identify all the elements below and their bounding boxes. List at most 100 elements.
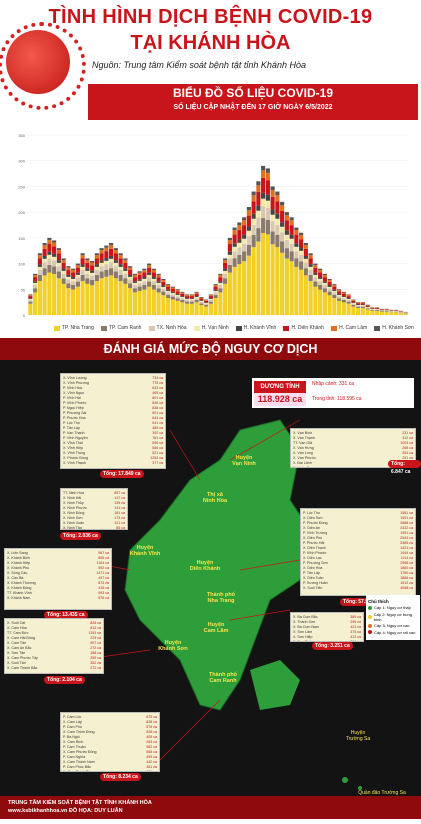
- title-line1: TÌNH HÌNH DỊCH BỆNH COVID-19: [0, 6, 421, 29]
- bar-segment: [252, 192, 256, 196]
- bar-segment: [71, 270, 75, 272]
- bar-segment: [114, 272, 118, 279]
- bar-segment: [351, 305, 355, 307]
- bar-segment: [43, 256, 47, 259]
- bar-segment: [176, 298, 180, 301]
- bar-segment: [66, 268, 70, 270]
- bar-segment: [71, 290, 75, 315]
- commune-name: X. Cam Thịnh Tây: [63, 770, 92, 772]
- bar-segment: [109, 259, 113, 263]
- bar-segment: [119, 253, 123, 255]
- bar-segment: [351, 307, 355, 315]
- bar-segment: [157, 281, 161, 283]
- bar-segment: [323, 292, 327, 315]
- bar-segment: [256, 241, 260, 315]
- y-tick-label: 0: [23, 313, 26, 318]
- bar-segment: [76, 268, 80, 273]
- bar-segment: [128, 279, 132, 283]
- bar-segment: [90, 271, 94, 273]
- bar-segment: [100, 263, 104, 266]
- bar-segment: [38, 255, 42, 258]
- bar-segment: [166, 287, 170, 290]
- bar-segment: [280, 222, 284, 227]
- bar-segment: [332, 290, 336, 291]
- bar-segment: [266, 180, 270, 195]
- bar-segment: [119, 264, 123, 266]
- bar-segment: [33, 285, 37, 288]
- bar-segment: [47, 255, 51, 259]
- bar-segment: [185, 296, 189, 298]
- bar-segment: [157, 275, 161, 277]
- bar-segment: [195, 302, 199, 315]
- bar-segment: [247, 207, 251, 210]
- ninh-hoa-total: Tổng: 2.036 ca: [60, 532, 101, 540]
- bar-segment: [356, 303, 360, 304]
- bar-segment: [71, 281, 75, 285]
- bar-segment: [123, 284, 127, 315]
- bar-segment: [76, 273, 80, 275]
- bar-segment: [142, 290, 146, 315]
- bar-segment: [275, 214, 279, 219]
- bar-segment: [109, 256, 113, 259]
- bar-segment: [228, 252, 232, 255]
- bar-segment: [294, 230, 298, 234]
- bar-segment: [389, 310, 393, 311]
- bar-segment: [309, 267, 313, 270]
- bar-segment: [195, 300, 199, 302]
- bar-segment: [66, 266, 70, 267]
- commune-cases: 272 ca: [90, 666, 101, 671]
- bar-segment: [166, 292, 170, 294]
- bar-segment: [95, 281, 99, 315]
- bar-segment: [180, 298, 184, 300]
- bar-segment: [95, 264, 99, 266]
- bar-segment: [361, 305, 365, 306]
- bar-segment: [275, 225, 279, 235]
- bar-segment: [62, 258, 66, 260]
- bar-segment: [85, 284, 89, 315]
- bar-segment: [109, 249, 113, 256]
- bar-segment: [223, 284, 227, 315]
- commune-name: X. Ninh Tân: [63, 526, 82, 530]
- bar-segment: [142, 277, 146, 279]
- bar-segment: [318, 270, 322, 272]
- bar-segment: [356, 303, 360, 304]
- bar-segment: [166, 291, 170, 293]
- bar-segment: [100, 272, 104, 279]
- bar-segment: [304, 245, 308, 249]
- bar-segment: [209, 296, 213, 298]
- bar-segment: [242, 217, 246, 220]
- bar-segment: [223, 271, 227, 274]
- bar-segment: [47, 273, 51, 315]
- bar-segment: [271, 210, 275, 215]
- bar-segment: [204, 300, 208, 301]
- y-tick-label: 200: [18, 210, 25, 215]
- bar-segment: [199, 301, 203, 302]
- bar-segment: [57, 278, 61, 315]
- bar-segment: [71, 269, 75, 270]
- bar-segment: [313, 265, 317, 268]
- bar-segment: [285, 240, 289, 248]
- bar-segment: [133, 275, 137, 277]
- bar-segment: [271, 197, 275, 210]
- bar-segment: [119, 258, 123, 264]
- bar-segment: [76, 282, 80, 287]
- bar-segment: [28, 294, 32, 295]
- bar-segment: [290, 261, 294, 315]
- bar-segment: [147, 275, 151, 278]
- bar-segment: [209, 304, 213, 315]
- bar-segment: [285, 220, 289, 230]
- bar-segment: [294, 228, 298, 231]
- bar-segment: [318, 290, 322, 315]
- bar-segment: [271, 190, 275, 196]
- bar-segment: [71, 279, 75, 281]
- bar-segment: [318, 285, 322, 290]
- bar-segment: [299, 233, 303, 235]
- bar-segment: [318, 272, 322, 277]
- bar-segment: [128, 283, 132, 288]
- bar-segment: [337, 298, 341, 301]
- bar-segment: [361, 303, 365, 304]
- bar-segment: [299, 262, 303, 270]
- bar-segment: [233, 230, 237, 234]
